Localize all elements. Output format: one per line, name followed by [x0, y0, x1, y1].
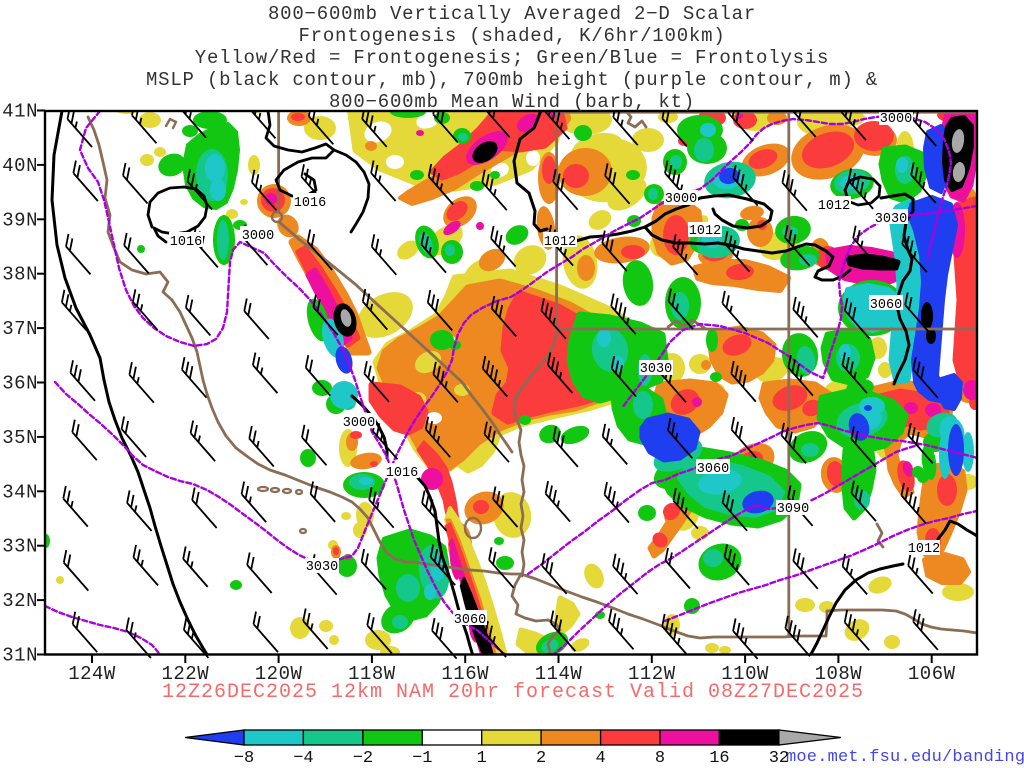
- svg-text:34N: 34N: [2, 481, 38, 503]
- svg-text:3060: 3060: [454, 613, 486, 628]
- svg-text:8: 8: [655, 749, 665, 768]
- svg-text:1016: 1016: [170, 235, 202, 250]
- svg-text:110W: 110W: [721, 663, 769, 685]
- svg-text:33N: 33N: [2, 536, 38, 558]
- svg-text:3000: 3000: [880, 112, 912, 127]
- svg-text:114W: 114W: [535, 663, 583, 685]
- svg-text:39N: 39N: [2, 209, 38, 231]
- svg-text:120W: 120W: [255, 663, 303, 685]
- svg-text:108W: 108W: [815, 663, 863, 685]
- svg-text:1016: 1016: [294, 196, 326, 211]
- svg-text:37N: 37N: [2, 318, 38, 340]
- svg-text:MSLP (black contour, mb), 700m: MSLP (black contour, mb), 700mb height (…: [146, 69, 878, 91]
- svg-text:800−600mb Vertically Averaged: 800−600mb Vertically Averaged 2−D Scalar: [268, 3, 756, 25]
- svg-text:3060: 3060: [697, 462, 729, 477]
- svg-text:−2: −2: [353, 749, 373, 768]
- svg-text:122W: 122W: [161, 663, 209, 685]
- svg-text:−1: −1: [412, 749, 432, 768]
- svg-text:35N: 35N: [2, 427, 38, 449]
- svg-text:32: 32: [769, 749, 789, 768]
- svg-text:1012: 1012: [818, 199, 850, 214]
- svg-text:118W: 118W: [348, 663, 396, 685]
- svg-text:124W: 124W: [68, 663, 116, 685]
- svg-text:3030: 3030: [306, 560, 338, 575]
- svg-text:3090: 3090: [777, 502, 809, 517]
- svg-text:12Z26DEC2025 12km NAM 20hr for: 12Z26DEC2025 12km NAM 20hr forecast Vali…: [162, 681, 864, 704]
- svg-text:1016: 1016: [386, 466, 418, 481]
- svg-text:2: 2: [536, 749, 546, 768]
- svg-text:41N: 41N: [2, 101, 38, 123]
- svg-text:Frontogenesis (shaded, K/6hr/1: Frontogenesis (shaded, K/6hr/100km): [298, 25, 725, 47]
- svg-text:3000: 3000: [665, 192, 697, 207]
- svg-text:3000: 3000: [343, 416, 375, 431]
- svg-text:1012: 1012: [908, 542, 940, 557]
- svg-text:112W: 112W: [628, 663, 676, 685]
- svg-text:38N: 38N: [2, 264, 38, 286]
- svg-text:3000: 3000: [242, 229, 274, 244]
- svg-text:3060: 3060: [870, 298, 902, 313]
- svg-text:16: 16: [709, 749, 729, 768]
- svg-text:3030: 3030: [875, 212, 907, 227]
- svg-text:moe.met.fsu.edu/banding: moe.met.fsu.edu/banding: [786, 748, 1024, 767]
- svg-text:36N: 36N: [2, 373, 38, 395]
- svg-text:800−600mb Mean Wind (barb, kt): 800−600mb Mean Wind (barb, kt): [329, 91, 695, 113]
- svg-text:1012: 1012: [689, 224, 721, 239]
- svg-text:1: 1: [477, 749, 487, 768]
- svg-text:−4: −4: [293, 749, 313, 768]
- svg-text:40N: 40N: [2, 155, 38, 177]
- svg-text:32N: 32N: [2, 590, 38, 612]
- svg-text:−8: −8: [234, 749, 254, 768]
- svg-text:116W: 116W: [441, 663, 489, 685]
- svg-text:Yellow/Red = Frontogenesis; G: Yellow/Red = Frontogenesis; Green/Blue =…: [195, 47, 830, 69]
- svg-text:3030: 3030: [640, 362, 672, 377]
- svg-text:31N: 31N: [2, 645, 38, 667]
- svg-text:4: 4: [595, 749, 605, 768]
- svg-text:1012: 1012: [544, 235, 576, 250]
- svg-text:106W: 106W: [908, 663, 956, 685]
